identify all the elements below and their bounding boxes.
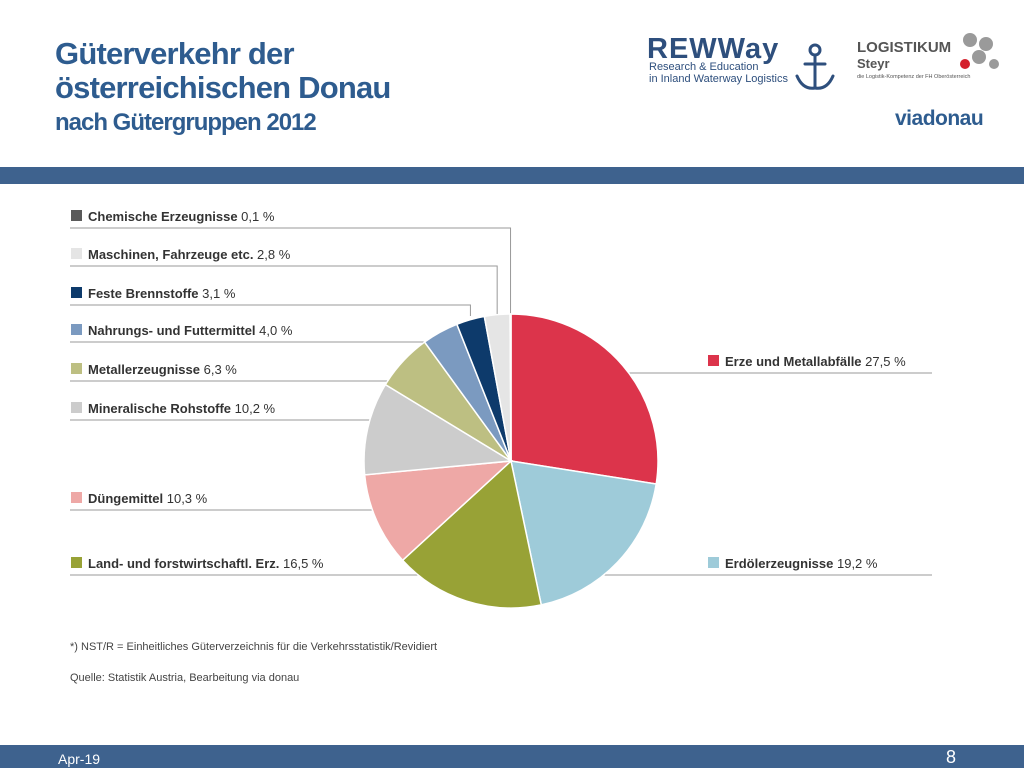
legend-value-erd-lerzeugnisse: 19,2 % <box>837 556 878 571</box>
legend-swatch-mineralische-rohstoffe <box>71 402 82 413</box>
legend-swatch-land-und-forstwirtschaftl-erz <box>71 557 82 568</box>
legend-label-metallerzeugnisse: Metallerzeugnisse 6,3 % <box>88 362 237 377</box>
legend-value-erze-und-metallabf-lle: 27,5 % <box>865 354 906 369</box>
pie-chart: Erze und Metallabfälle 27,5 % Erdölerzeug… <box>70 209 932 684</box>
legend-swatch-maschinen-fahrzeuge-etc <box>71 248 82 259</box>
leader-lines <box>70 227 932 576</box>
chart-source: Quelle: Statistik Austria, Bearbeitung v… <box>70 672 299 684</box>
logistikum-logo-name: LOGISTIKUM <box>857 39 951 56</box>
legend-label-erd-lerzeugnisse: Erdölerzeugnisse 19,2 % <box>725 556 878 571</box>
pie-slice-erd-lerzeugnisse <box>510 460 658 606</box>
pie-slice-d-ngemittel <box>363 460 514 562</box>
legend-swatch-feste-brennstoffe <box>71 287 82 298</box>
legend-value-land-und-forstwirtschaftl-erz: 16,5 % <box>283 556 324 571</box>
title-line-3: nach Gütergruppen 2012 <box>55 109 317 136</box>
pie-slice-chemische-erzeugnisse <box>509 313 512 462</box>
logistikum-mark-icon <box>960 33 999 69</box>
legend-label-erze-und-metallabf-lle: Erze und Metallabfälle 27,5 % <box>725 354 906 369</box>
legend-value-metallerzeugnisse: 6,3 % <box>204 362 238 377</box>
logistikum-logo: LOGISTIKUM Steyr die Logistik-Kompetenz … <box>857 33 999 80</box>
legend-swatch-nahrungs-und-futtermittel <box>71 324 82 335</box>
legend-swatch-chemische-erzeugnisse <box>71 210 82 221</box>
logistikum-logo-sub2: die Logistik-Kompetenz der FH Oberösterr… <box>857 74 970 80</box>
footer-bar <box>0 745 1024 768</box>
leader-line-feste-brennstoffe <box>70 304 471 316</box>
logistikum-logo-sub1: Steyr <box>857 56 890 71</box>
legend-label-feste-brennstoffe: Feste Brennstoffe 3,1 % <box>88 286 236 301</box>
legend-label-chemische-erzeugnisse: Chemische Erzeugnisse 0,1 % <box>88 209 275 224</box>
page-number: 8 <box>946 747 957 767</box>
anchor-icon <box>795 43 835 90</box>
legend-swatch-metallerzeugnisse <box>71 363 82 374</box>
pie-slice-mineralische-rohstoffe <box>363 383 514 476</box>
footer-date: Apr-19 <box>58 751 101 767</box>
legend-swatch-d-ngemittel <box>71 492 82 503</box>
rewway-logo-name: REWWay <box>647 33 779 65</box>
header-divider-bar <box>0 167 1024 184</box>
leader-line-maschinen-fahrzeuge-etc <box>70 265 498 316</box>
legend-value-nahrungs-und-futtermittel: 4,0 % <box>259 323 293 338</box>
pie-slices <box>363 313 659 609</box>
viadonau-logo: viadonau <box>895 107 984 130</box>
legend-value-chemische-erzeugnisse: 0,1 % <box>241 209 275 224</box>
legend-label-nahrungs-und-futtermittel: Nahrungs- und Futtermittel 4,0 % <box>88 323 293 338</box>
chart-footnote: *) NST/R = Einheitliches Güterverzeichni… <box>70 641 437 653</box>
legend-label-mineralische-rohstoffe: Mineralische Rohstoffe 10,2 % <box>88 401 276 416</box>
leader-line-chemische-erzeugnisse <box>70 227 512 316</box>
rewway-logo-sub1: Research & Education <box>649 61 758 73</box>
legend-label-d-ngemittel: Düngemittel 10,3 % <box>88 491 208 506</box>
legend-label-land-und-forstwirtschaftl-erz: Land- und forstwirtschaftl. Erz. 16,5 % <box>88 556 324 571</box>
pie-legend: Erze und Metallabfälle 27,5 % Erdölerzeug… <box>71 209 906 571</box>
rewway-logo: REWWay Research & Education in Inland Wa… <box>647 33 835 90</box>
legend-label-maschinen-fahrzeuge-etc: Maschinen, Fahrzeuge etc. 2,8 % <box>88 247 291 262</box>
legend-value-d-ngemittel: 10,3 % <box>167 491 208 506</box>
legend-value-feste-brennstoffe: 3,1 % <box>202 286 236 301</box>
legend-swatch-erd-lerzeugnisse <box>708 557 719 568</box>
title-line-1: Güterverkehr der <box>55 36 295 71</box>
legend-value-maschinen-fahrzeuge-etc: 2,8 % <box>257 247 291 262</box>
title-line-2: österreichischen Donau <box>55 70 391 105</box>
slide-title: Güterverkehr der österreichischen Donau … <box>55 38 391 138</box>
pie-slice-land-und-forstwirtschaftl-erz <box>401 459 543 609</box>
legend-swatch-erze-und-metallabf-lle <box>708 355 719 366</box>
legend-value-mineralische-rohstoffe: 10,2 % <box>235 401 276 416</box>
pie-slice-erze-und-metallabf-lle <box>510 313 659 485</box>
viadonau-logo-name: viadonau <box>895 107 983 130</box>
rewway-logo-sub2: in Inland Waterway Logistics <box>649 73 788 85</box>
